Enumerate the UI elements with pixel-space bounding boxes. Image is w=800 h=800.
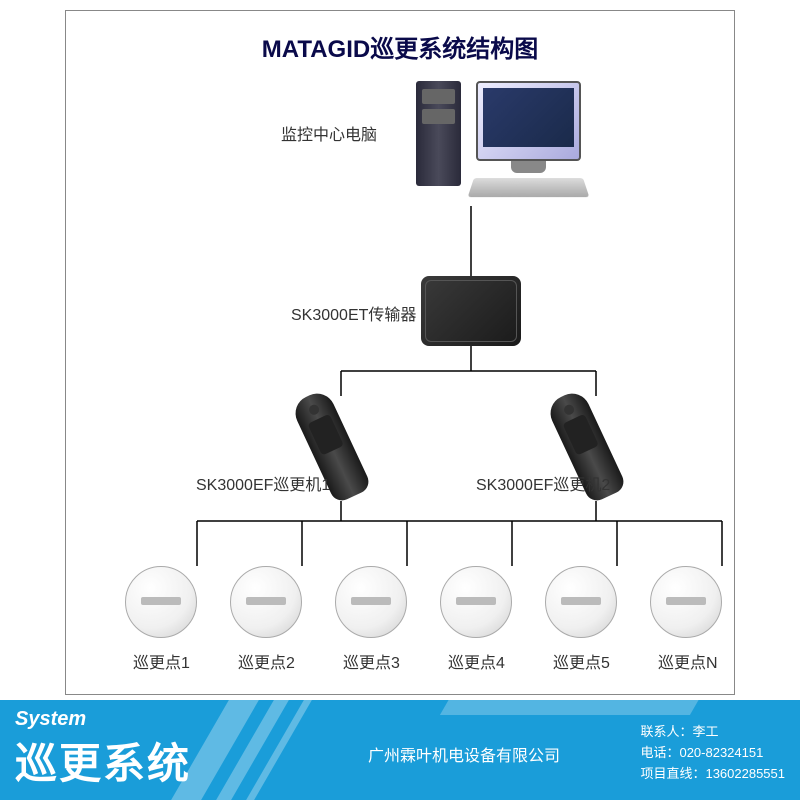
diagram-frame: MATAGID巡更系统结构图 监控中心电脑 SK3000ET传输器 SK3000… bbox=[65, 10, 735, 695]
system-title-en: System bbox=[15, 708, 86, 731]
patrol-point-icon bbox=[230, 566, 302, 638]
transmitter-icon bbox=[421, 276, 521, 346]
contact-row: 联系人：李工 bbox=[640, 722, 785, 743]
computer-icon bbox=[416, 81, 586, 201]
contact-block: 联系人：李工 电话：020-82324151 项目直线：13602285551 bbox=[640, 722, 785, 784]
computer-monitor-icon bbox=[476, 81, 581, 161]
computer-label: 监控中心电脑 bbox=[281, 121, 377, 145]
patrol-point-label: 巡更点2 bbox=[238, 649, 295, 673]
reader2-label: SK3000EF巡更机2 bbox=[476, 471, 610, 495]
patrol-point-icon bbox=[335, 566, 407, 638]
patrol-point-label: 巡更点5 bbox=[553, 649, 610, 673]
computer-tower-icon bbox=[416, 81, 461, 186]
patrol-point-label: 巡更点1 bbox=[133, 649, 190, 673]
transmitter-label: SK3000ET传输器 bbox=[291, 301, 416, 325]
patrol-point-label: 巡更点N bbox=[658, 649, 718, 673]
footer-banner: System 巡更系统 广州霖叶机电设备有限公司 联系人：李工 电话：020-8… bbox=[0, 700, 800, 800]
patrol-point-label: 巡更点3 bbox=[343, 649, 400, 673]
patrol-point-label: 巡更点4 bbox=[448, 649, 505, 673]
direct-row: 项目直线：13602285551 bbox=[640, 764, 785, 785]
keyboard-icon bbox=[468, 178, 590, 197]
monitor-stand-icon bbox=[511, 161, 546, 173]
reader1-label: SK3000EF巡更机1 bbox=[196, 471, 330, 495]
patrol-point-icon bbox=[125, 566, 197, 638]
system-title-cn: 巡更系统 bbox=[15, 730, 191, 791]
patrol-point-icon bbox=[650, 566, 722, 638]
diagram-title: MATAGID巡更系统结构图 bbox=[66, 29, 734, 64]
patrol-point-icon bbox=[545, 566, 617, 638]
phone-row: 电话：020-82324151 bbox=[640, 743, 785, 764]
patrol-point-icon bbox=[440, 566, 512, 638]
company-name: 广州霖叶机电设备有限公司 bbox=[368, 742, 560, 766]
